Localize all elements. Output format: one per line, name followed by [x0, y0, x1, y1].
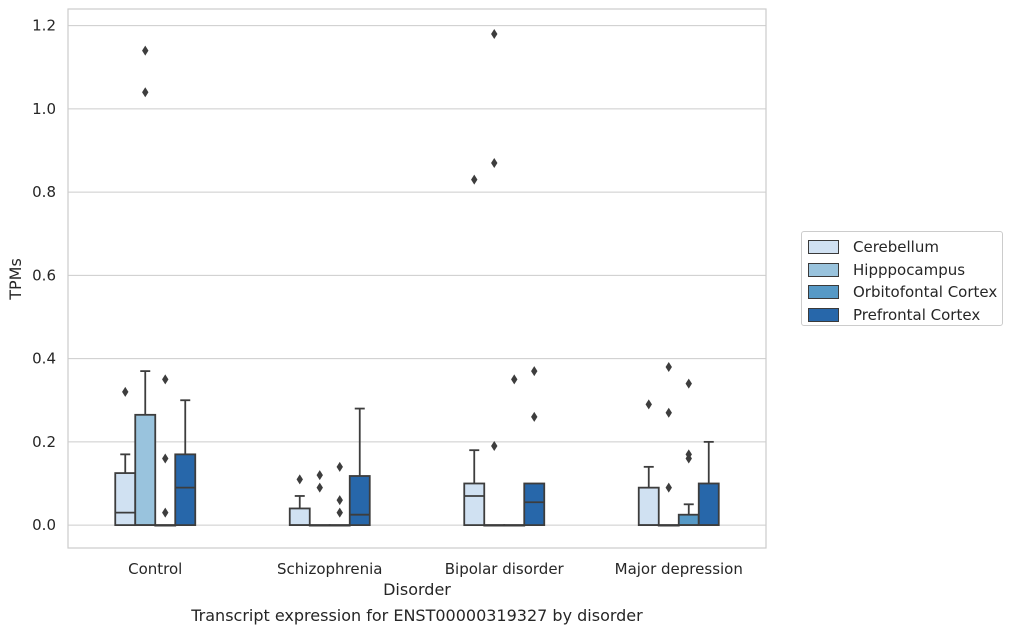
outliers	[122, 28, 692, 518]
box-group	[657, 524, 680, 527]
box	[677, 513, 700, 527]
y-tick-label: 0.4	[32, 350, 56, 368]
box-group	[134, 370, 157, 527]
box-group	[174, 399, 197, 527]
legend-item-cerebellum: Cerebellum	[808, 236, 1002, 259]
outlier-point	[665, 482, 672, 493]
box-group	[677, 503, 700, 527]
outlier-point	[491, 158, 498, 168]
box-group	[523, 482, 546, 527]
y-axis-ticks: 0.0 0.2 0.4 0.6 0.8 1.0 1.2	[32, 17, 56, 534]
outlier-point	[665, 407, 672, 418]
box-group	[154, 524, 177, 527]
box	[288, 507, 311, 527]
outlier-point	[685, 449, 692, 460]
x-tick-label: Bipolar disorder	[445, 560, 565, 578]
box	[134, 413, 157, 527]
outlier-point	[471, 174, 478, 185]
gridlines	[68, 25, 766, 526]
y-tick-label: 0.0	[32, 516, 56, 534]
x-tick-label: Control	[128, 560, 182, 578]
legend: Cerebellum Hipppocampus Orbitofontal Cor…	[801, 231, 1003, 326]
y-tick-label: 0.8	[32, 183, 56, 201]
box	[463, 482, 486, 527]
box-group	[503, 524, 526, 527]
outlier-point	[336, 461, 343, 472]
outlier-point	[122, 386, 129, 397]
outlier-point	[296, 474, 303, 485]
legend-swatch-cerebellum	[808, 240, 839, 255]
y-axis-title: TPMs	[6, 258, 25, 301]
chart-caption: Transcript expression for ENST0000031932…	[191, 606, 643, 625]
box-group	[483, 524, 506, 527]
outlier-point	[162, 507, 169, 518]
outlier-point	[665, 361, 672, 372]
box-group	[463, 449, 486, 527]
x-axis-ticks: Control Schizophrenia Bipolar disorder Majo…	[128, 560, 743, 578]
legend-item-orbitofrontal-cortex: Orbitofontal Cortex	[808, 281, 1002, 304]
legend-label-prefrontal-cortex: Prefrontal Cortex	[853, 305, 981, 324]
outlier-point	[162, 453, 169, 464]
outlier-point	[491, 441, 498, 452]
outlier-point	[531, 411, 538, 422]
plot-frame	[67, 8, 767, 549]
legend-item-hippocampus: Hipppocampus	[808, 259, 1002, 282]
outlier-point	[685, 378, 692, 389]
outlier-point	[142, 87, 149, 98]
box	[697, 482, 720, 527]
outlier-point	[491, 28, 498, 39]
x-tick-label: Major depression	[615, 560, 743, 578]
boxes	[114, 370, 720, 527]
box-group	[114, 453, 137, 527]
outlier-point	[645, 399, 652, 410]
box-group	[637, 465, 660, 527]
box	[523, 482, 546, 527]
box-group	[697, 440, 720, 527]
x-tick-label: Schizophrenia	[277, 560, 382, 578]
box	[114, 472, 137, 527]
outlier-point	[336, 495, 343, 506]
legend-label-cerebellum: Cerebellum	[853, 238, 939, 257]
box-group	[308, 524, 331, 527]
legend-swatch-prefrontal-cortex	[808, 307, 839, 322]
y-tick-label: 0.6	[32, 266, 56, 284]
legend-item-prefrontal-cortex: Prefrontal Cortex	[808, 304, 1002, 327]
x-axis-title: Disorder	[383, 580, 451, 599]
outlier-point	[142, 45, 149, 56]
legend-swatch-orbitofrontal-cortex	[808, 285, 839, 300]
y-tick-label: 1.0	[32, 100, 56, 118]
box-group	[348, 407, 371, 527]
outlier-point	[316, 482, 323, 493]
box-group	[288, 495, 311, 527]
outlier-point	[162, 374, 169, 385]
box	[174, 453, 197, 527]
outlier-point	[336, 507, 343, 518]
box	[348, 475, 371, 527]
legend-swatch-hippocampus	[808, 262, 839, 277]
y-tick-label: 0.2	[32, 433, 56, 451]
box-group	[328, 524, 351, 527]
outlier-point	[511, 374, 518, 385]
outlier-point	[316, 470, 323, 481]
legend-label-orbitofrontal-cortex: Orbitofontal Cortex	[853, 283, 998, 302]
outlier-point	[531, 366, 538, 377]
box	[637, 486, 660, 527]
y-tick-label: 1.2	[32, 17, 56, 35]
legend-label-hippocampus: Hipppocampus	[853, 260, 966, 279]
